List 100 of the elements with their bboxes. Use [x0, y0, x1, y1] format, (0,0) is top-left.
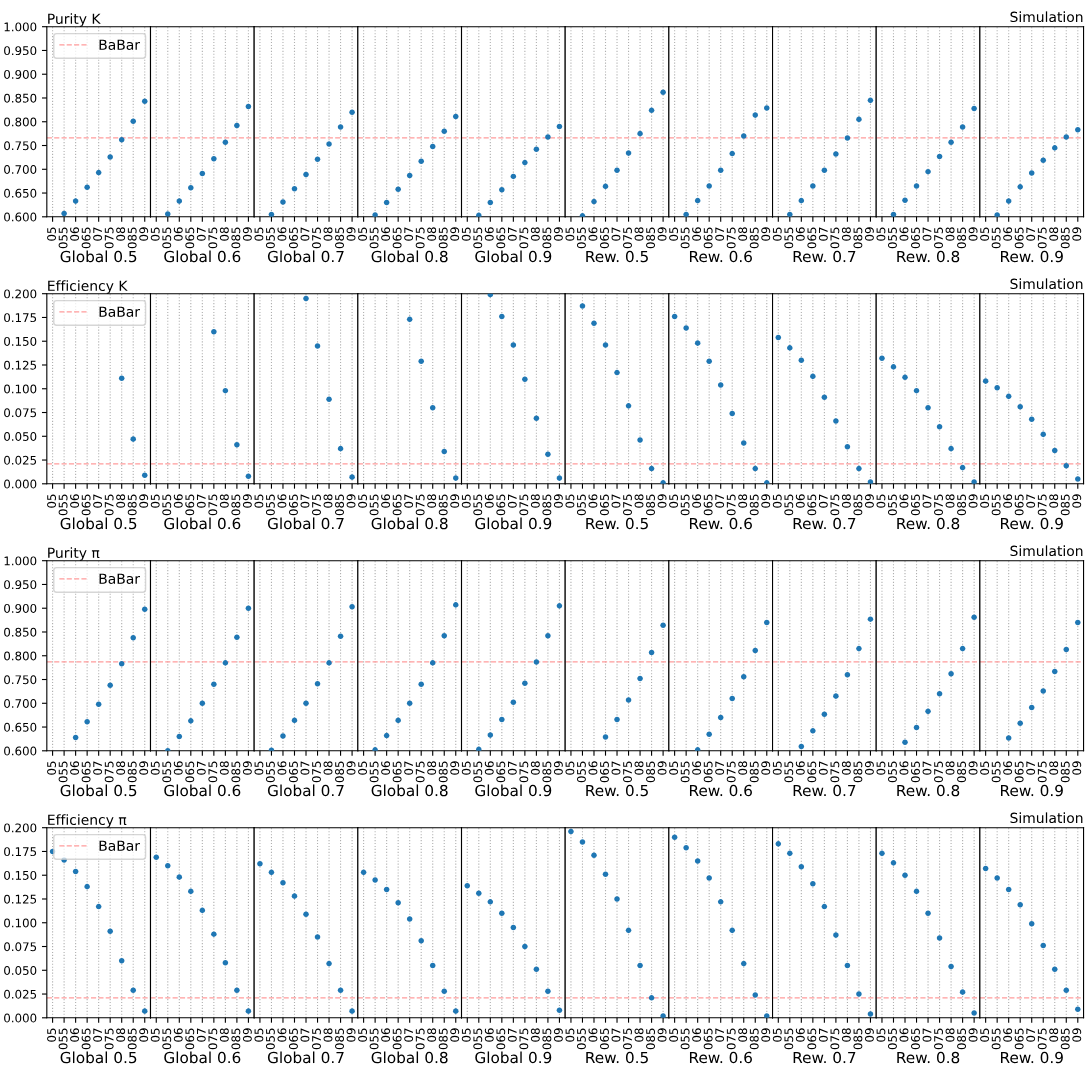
- x-tick-label: 075: [934, 227, 943, 249]
- x-tick-label: 07: [507, 494, 517, 508]
- x-tick-label: 085: [127, 227, 137, 249]
- point: [867, 616, 874, 622]
- point: [510, 924, 517, 931]
- x-axis-title: Global 0.5: [60, 1051, 137, 1064]
- point: [648, 465, 655, 472]
- x-tick-label: 055: [680, 227, 690, 249]
- x-tick-label: 065: [600, 761, 609, 783]
- point: [579, 303, 586, 309]
- point: [1075, 619, 1081, 626]
- point: [118, 375, 125, 382]
- x-tick-label: 075: [934, 761, 943, 783]
- x-tick-label: 055: [58, 227, 68, 249]
- x-tick-label: 07: [1026, 494, 1036, 508]
- point: [452, 602, 459, 608]
- point: [130, 634, 136, 641]
- x-tick-label: 05: [47, 761, 57, 775]
- point: [349, 109, 355, 116]
- point: [890, 860, 897, 866]
- x-tick-label: 085: [438, 761, 448, 783]
- point: [844, 962, 851, 969]
- point: [982, 378, 989, 384]
- point: [637, 437, 643, 443]
- point: [740, 960, 747, 967]
- x-tick-label: 075: [415, 494, 425, 516]
- point: [130, 436, 136, 442]
- x-axis-title: Rew. 0.6: [689, 784, 752, 797]
- point: [810, 373, 816, 380]
- text: Simulation: [1010, 278, 1083, 290]
- x-tick-label: 085: [853, 1028, 863, 1050]
- x-tick-label: 065: [185, 1028, 195, 1050]
- x-tick-label: 05: [980, 761, 990, 775]
- point: [856, 645, 862, 652]
- point: [153, 854, 160, 860]
- point: [625, 150, 632, 156]
- x-tick-label: 07: [507, 227, 517, 241]
- point: [844, 671, 851, 678]
- point: [441, 128, 448, 135]
- x-tick-label: 06: [1003, 494, 1013, 508]
- x-tick-label: 09: [864, 1028, 874, 1042]
- point: [1017, 901, 1023, 908]
- x-tick-label: 08: [738, 494, 748, 508]
- point: [211, 328, 217, 335]
- point: [383, 886, 390, 893]
- x-tick-label: 06: [277, 494, 287, 508]
- point: [717, 899, 724, 905]
- point: [545, 451, 551, 458]
- x-tick-label: 065: [288, 1028, 298, 1050]
- x-axis-title: Global 0.7: [267, 517, 344, 530]
- x-tick-label: 075: [623, 761, 632, 783]
- x-tick-label: 075: [1037, 761, 1047, 783]
- x-tick-label: 065: [81, 1028, 91, 1050]
- point: [395, 900, 401, 906]
- y-tick-label: 0.850: [4, 627, 37, 637]
- y-tick-label: 0.750: [4, 675, 37, 685]
- point: [856, 991, 862, 997]
- point: [1028, 920, 1035, 927]
- point: [222, 959, 229, 966]
- x-tick-label: 05: [980, 227, 990, 241]
- point: [1051, 966, 1058, 973]
- point: [752, 992, 759, 998]
- point: [913, 387, 920, 394]
- x-tick-label: 08: [841, 494, 851, 508]
- point: [1017, 404, 1023, 410]
- point: [625, 927, 632, 934]
- x-tick-label: 075: [1037, 494, 1047, 516]
- y-tick-label: 0.950: [4, 46, 37, 56]
- x-tick-label: 085: [335, 227, 344, 249]
- point: [660, 1013, 666, 1018]
- x-tick-label: 065: [1014, 227, 1024, 249]
- point: [1005, 735, 1012, 741]
- point: [95, 169, 102, 176]
- point: [406, 172, 413, 179]
- point: [1063, 462, 1070, 469]
- x-tick-label: 08: [945, 761, 955, 775]
- point: [959, 464, 966, 471]
- point: [706, 183, 712, 189]
- point: [925, 168, 931, 175]
- x-tick-label: 08: [427, 1028, 437, 1042]
- x-tick-label: 08: [116, 494, 126, 508]
- x-tick-label: 09: [761, 227, 771, 241]
- point: [602, 183, 609, 190]
- y-tick-label: 0.600: [4, 212, 37, 222]
- x-axis-title: Global 0.7: [267, 250, 344, 263]
- point: [614, 716, 620, 723]
- x-tick-label: 075: [104, 494, 114, 516]
- point: [810, 881, 816, 887]
- y-tick-label: 0.125: [4, 360, 37, 370]
- x-tick-label: 065: [911, 761, 920, 783]
- x-tick-label: 05: [254, 227, 264, 241]
- x-tick-label: 05: [565, 227, 575, 241]
- point: [994, 212, 1000, 217]
- point: [568, 828, 574, 835]
- x-tick-label: 07: [507, 761, 517, 775]
- point: [971, 614, 977, 621]
- x-tick-label: 065: [496, 494, 506, 516]
- point: [1005, 886, 1012, 893]
- x-axis-title: Rew. 0.8: [897, 250, 960, 263]
- x-tick-label: 055: [784, 1028, 794, 1050]
